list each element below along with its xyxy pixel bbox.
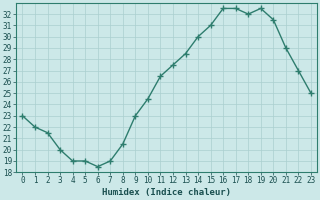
X-axis label: Humidex (Indice chaleur): Humidex (Indice chaleur): [102, 188, 231, 197]
